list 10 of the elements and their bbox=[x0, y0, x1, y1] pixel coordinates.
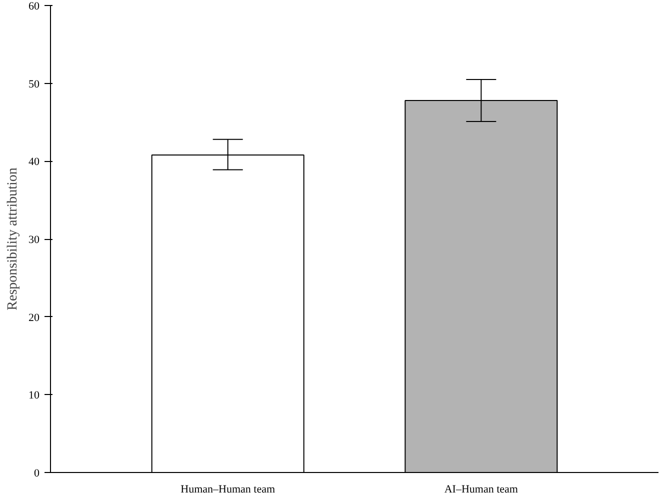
y-tick-label: 40 bbox=[28, 156, 40, 168]
y-tick-label: 50 bbox=[28, 78, 40, 90]
x-tick-label: AI–Human team bbox=[444, 484, 518, 496]
y-tick-label: 20 bbox=[28, 312, 40, 324]
y-tick-label: 0 bbox=[34, 468, 40, 480]
y-tick-label: 60 bbox=[28, 0, 40, 12]
y-tick-label: 30 bbox=[28, 234, 40, 246]
y-tick-label: 10 bbox=[28, 390, 40, 402]
x-tick-label: Human–Human team bbox=[180, 484, 276, 496]
y-axis-title: Responsibility attribution bbox=[6, 168, 20, 310]
